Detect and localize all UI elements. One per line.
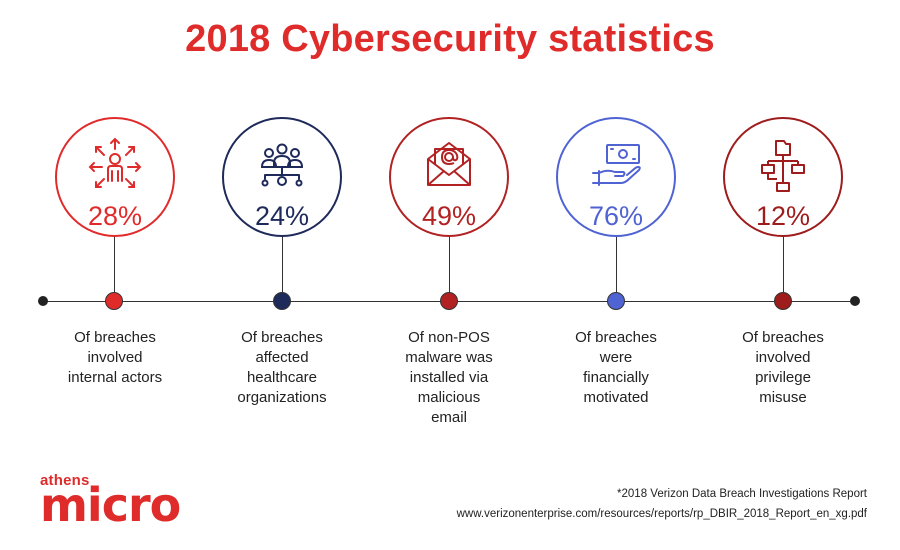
- stat-circle-internal-actors: 28%: [55, 117, 175, 237]
- stat-stem: [114, 237, 115, 292]
- desc-line: involved: [708, 348, 858, 368]
- timeline-stage: 28% Of breaches involved internal actors…: [0, 0, 900, 550]
- desc-line: affected: [207, 348, 357, 368]
- desc-line: healthcare: [207, 368, 357, 388]
- source-url: www.verizonenterprise.com/resources/repo…: [457, 508, 867, 520]
- desc-line: installed via: [374, 368, 524, 388]
- stat-circle-healthcare: 24%: [222, 117, 342, 237]
- stat-percent: 49%: [422, 203, 476, 230]
- desc-line: malicious: [374, 388, 524, 408]
- stat-dot: [105, 292, 123, 310]
- stat-dot: [774, 292, 792, 310]
- stat-percent: 12%: [756, 203, 810, 230]
- desc-line: malware was: [374, 348, 524, 368]
- stat-stem: [783, 237, 784, 292]
- desc-line: Of breaches: [40, 328, 190, 348]
- desc-line: organizations: [207, 388, 357, 408]
- stat-dot: [273, 292, 291, 310]
- money-hand-icon: [585, 135, 647, 197]
- desc-line: involved: [40, 348, 190, 368]
- stat-dot: [607, 292, 625, 310]
- stat-stem: [282, 237, 283, 292]
- stat-dot: [440, 292, 458, 310]
- stat-circle-malware-email: 49%: [389, 117, 509, 237]
- stat-description: Of breaches involved internal actors: [40, 328, 190, 388]
- desc-line: internal actors: [40, 368, 190, 388]
- desc-line: Of breaches: [207, 328, 357, 348]
- stat-percent: 28%: [88, 203, 142, 230]
- network-people-icon: [251, 135, 313, 197]
- desc-line: motivated: [541, 388, 691, 408]
- source-citation: *2018 Verizon Data Breach Investigations…: [617, 488, 867, 500]
- desc-line: email: [374, 408, 524, 428]
- desc-line: were: [541, 348, 691, 368]
- desc-line: Of breaches: [708, 328, 858, 348]
- stat-description: Of breaches were financially motivated: [541, 328, 691, 408]
- stat-circle-financial: 76%: [556, 117, 676, 237]
- stat-stem: [616, 237, 617, 292]
- email-icon: [418, 135, 480, 197]
- desc-line: misuse: [708, 388, 858, 408]
- stat-description: Of breaches affected healthcare organiza…: [207, 328, 357, 408]
- timeline-start-dot: [38, 296, 48, 306]
- stat-circle-privilege-misuse: 12%: [723, 117, 843, 237]
- desc-line: Of non-POS: [374, 328, 524, 348]
- stat-stem: [449, 237, 450, 292]
- desc-line: financially: [541, 368, 691, 388]
- stat-description: Of non-POS malware was installed via mal…: [374, 328, 524, 428]
- people-arrows-icon: [84, 135, 146, 197]
- desc-line: Of breaches: [541, 328, 691, 348]
- logo-big-text: micro: [40, 488, 180, 522]
- timeline-end-dot: [850, 296, 860, 306]
- desc-line: privilege: [708, 368, 858, 388]
- company-logo: athens micro: [40, 474, 180, 522]
- hierarchy-icon: [752, 135, 814, 197]
- stat-percent: 76%: [589, 203, 643, 230]
- stat-description: Of breaches involved privilege misuse: [708, 328, 858, 408]
- stat-percent: 24%: [255, 203, 309, 230]
